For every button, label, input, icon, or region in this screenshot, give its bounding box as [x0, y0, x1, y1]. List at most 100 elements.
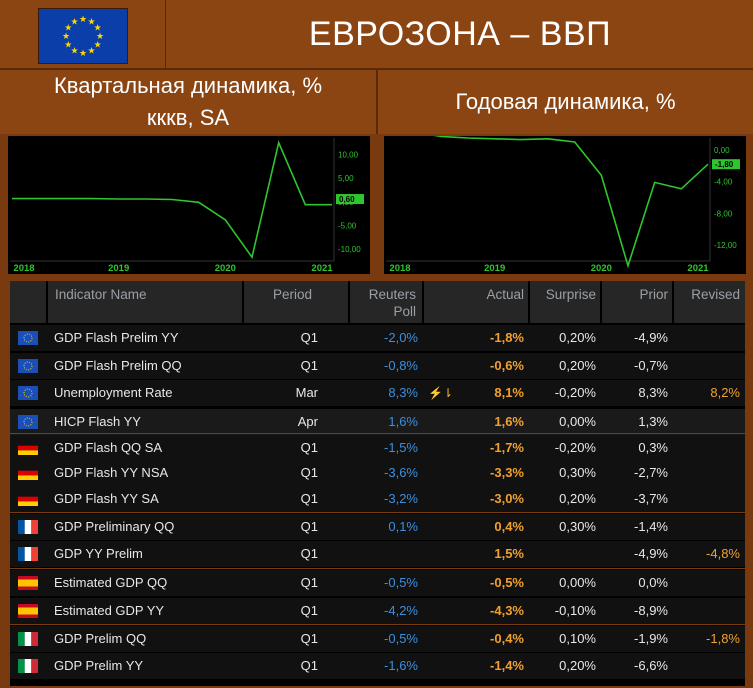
reuters-poll-cell: -1,5% — [384, 440, 418, 455]
surprise-cell — [530, 541, 596, 567]
surprise-cell: 0,00% — [559, 575, 596, 590]
indicator-name: GDP Prelim QQ — [54, 631, 147, 646]
reuters-poll-cell: -0,8% — [384, 358, 418, 373]
prior-cell: 8,3% — [638, 385, 668, 400]
x-tick-label: 2021 — [687, 263, 709, 274]
y-tick-label: -5,00 — [338, 222, 357, 231]
actual-cell: -0,6% — [490, 358, 524, 373]
actual-cell: 1,6% — [494, 414, 524, 429]
indicator-name: GDP Prelim YY — [54, 658, 144, 673]
header-period[interactable]: Period — [273, 287, 313, 302]
header-indicator[interactable]: Indicator Name — [55, 287, 147, 302]
actual-cell: -1,7% — [490, 440, 524, 455]
eu-star-icon: ★ — [96, 31, 104, 41]
revised-cell — [674, 486, 740, 512]
annual-chart: 0,00 -4,00 -8,00 -12,00 -1,80 2018 2019 2020 202… — [384, 136, 746, 274]
reuters-poll-cell — [350, 541, 418, 567]
eu-star-icon: ★ — [62, 31, 70, 41]
reuters-poll-cell: 1,6% — [388, 414, 418, 429]
surprise-cell: 0,20% — [559, 658, 596, 673]
table-row[interactable]: Unemployment Rate Mar 8,3% 8,1% -0,20% 8,3% 8,… — [10, 380, 745, 406]
indicator-name: GDP Flash YY NSA — [54, 465, 169, 480]
table-row[interactable]: GDP Preliminary QQ Q1 0,1% 0,4% 0,30% -1,4% — [10, 514, 745, 540]
indicator-name: GDP Flash Prelim QQ — [54, 358, 182, 373]
y-tick-label: -10,00 — [338, 245, 361, 254]
header-reuters-poll[interactable]: Reuters Poll — [368, 287, 416, 319]
quarterly-chart-title: Квартальная динамика, % кккв, SA — [0, 70, 378, 134]
period-cell: Apr — [297, 414, 318, 429]
prior-cell: -1,4% — [634, 519, 668, 534]
period-cell: Q1 — [300, 546, 318, 561]
table-row[interactable]: GDP Prelim QQ Q1 -0,5% -0,4% 0,10% -1,9% -1,8% — [10, 626, 745, 652]
eu-star-icon: ★ — [87, 16, 95, 26]
table-row[interactable]: GDP Flash Prelim YY Q1 -2,0% -1,8% 0,20% -4,9… — [10, 325, 745, 351]
eu-star-icon: ★ — [87, 46, 95, 56]
eu-star-icon: ★ — [79, 14, 87, 24]
reuters-poll-cell: -1,6% — [384, 658, 418, 673]
surprise-cell: -0,10% — [554, 603, 596, 618]
header-surprise[interactable]: Surprise — [545, 287, 596, 302]
table-row[interactable]: HICP Flash YY Apr 1,6% 1,6% 0,00% 1,3% — [10, 409, 745, 435]
header-actual[interactable]: Actual — [486, 287, 524, 302]
revised-cell — [674, 653, 740, 679]
period-cell: Q1 — [300, 575, 318, 590]
prior-cell: -3,7% — [634, 491, 668, 506]
spain-flag-icon — [18, 604, 38, 618]
germany-flag-icon — [18, 466, 38, 480]
actual-cell: -1,8% — [490, 330, 524, 345]
annual-chart-svg: 0,00 -4,00 -8,00 -12,00 -1,80 2018 2019 2020 202… — [386, 136, 740, 274]
reuters-poll-cell: -3,6% — [384, 465, 418, 480]
reuters-poll-cell: -3,2% — [384, 491, 418, 506]
group-separator — [10, 624, 745, 625]
prior-cell: -4,9% — [634, 330, 668, 345]
indicator-name: Estimated GDP YY — [54, 603, 165, 618]
last-value-box — [712, 159, 740, 170]
indicator-table: Indicator Name Period Reuters Poll Actual… — [10, 281, 745, 686]
reuters-poll-cell: 8,3% — [388, 385, 418, 400]
eu-flag-icon: ★ ★ ★ ★ ★ ★ ★ ★ ★ ★ ★ ★ — [38, 8, 128, 64]
period-cell: Q1 — [300, 330, 318, 345]
table-row[interactable]: Estimated GDP QQ Q1 -0,5% -0,5% 0,00% 0,0% — [10, 570, 745, 596]
table-row[interactable]: Estimated GDP YY Q1 -4,2% -4,3% -0,10% -8,9% — [10, 598, 745, 624]
header: ★ ★ ★ ★ ★ ★ ★ ★ ★ ★ ★ ★ ЕВРОЗОНА – ВВП — [0, 0, 753, 70]
table-row[interactable]: GDP YY Prelim Q1 1,5% -4,9% -4,8% — [10, 541, 745, 567]
indicator-name: HICP Flash YY — [54, 414, 141, 429]
italy-flag-icon — [18, 659, 38, 673]
reuters-poll-cell: -0,5% — [384, 575, 418, 590]
actual-cell: 1,5% — [494, 546, 524, 561]
header-revised[interactable]: Revised — [691, 287, 740, 302]
table-row[interactable]: GDP Prelim YY Q1 -1,6% -1,4% 0,20% -6,6% — [10, 653, 745, 679]
spain-flag-icon — [18, 576, 38, 590]
prior-cell: -4,9% — [634, 546, 668, 561]
x-tick-label: 2020 — [215, 263, 236, 274]
indicator-name: GDP YY Prelim — [54, 546, 143, 561]
table-row[interactable]: GDP Flash Prelim QQ Q1 -0,8% -0,6% 0,20% -0,7… — [10, 353, 745, 379]
header-prior[interactable]: Prior — [639, 287, 668, 302]
table-row[interactable]: GDP Flash YY SA Q1 -3,2% -3,0% 0,20% -3,7% — [10, 486, 745, 512]
surprise-cell: -0,20% — [554, 385, 596, 400]
eu-flag-icon — [18, 331, 38, 345]
eu-flag-icon — [18, 415, 38, 429]
group-separator — [10, 568, 745, 569]
revised-cell — [674, 435, 740, 461]
x-tick-label: 2018 — [13, 263, 34, 274]
period-cell: Mar — [295, 385, 318, 400]
eu-star-icon: ★ — [94, 23, 102, 33]
table-row[interactable]: GDP Flash YY NSA Q1 -3,6% -3,3% 0,30% -2,7% — [10, 460, 745, 486]
prior-cell: 1,3% — [638, 414, 668, 429]
eu-star-icon: ★ — [70, 16, 78, 26]
series-line — [12, 140, 332, 260]
actual-cell: -3,3% — [490, 465, 524, 480]
eu-flag-icon — [18, 359, 38, 373]
eu-star-icon: ★ — [64, 23, 72, 33]
table-header-row: Indicator Name Period Reuters Poll Actual… — [10, 281, 745, 323]
x-tick-label: 2019 — [108, 263, 129, 274]
table-row[interactable]: GDP Flash QQ SA Q1 -1,5% -1,7% -0,20% 0,3% — [10, 435, 745, 461]
series-line — [433, 136, 709, 269]
eu-flag-icon — [18, 386, 38, 400]
revised-cell: 8,2% — [710, 385, 740, 400]
actual-cell: -0,5% — [490, 575, 524, 590]
revised-cell — [674, 353, 740, 379]
page-title: ЕВРОЗОНА – ВВП — [165, 0, 753, 68]
revised-cell — [674, 325, 740, 351]
